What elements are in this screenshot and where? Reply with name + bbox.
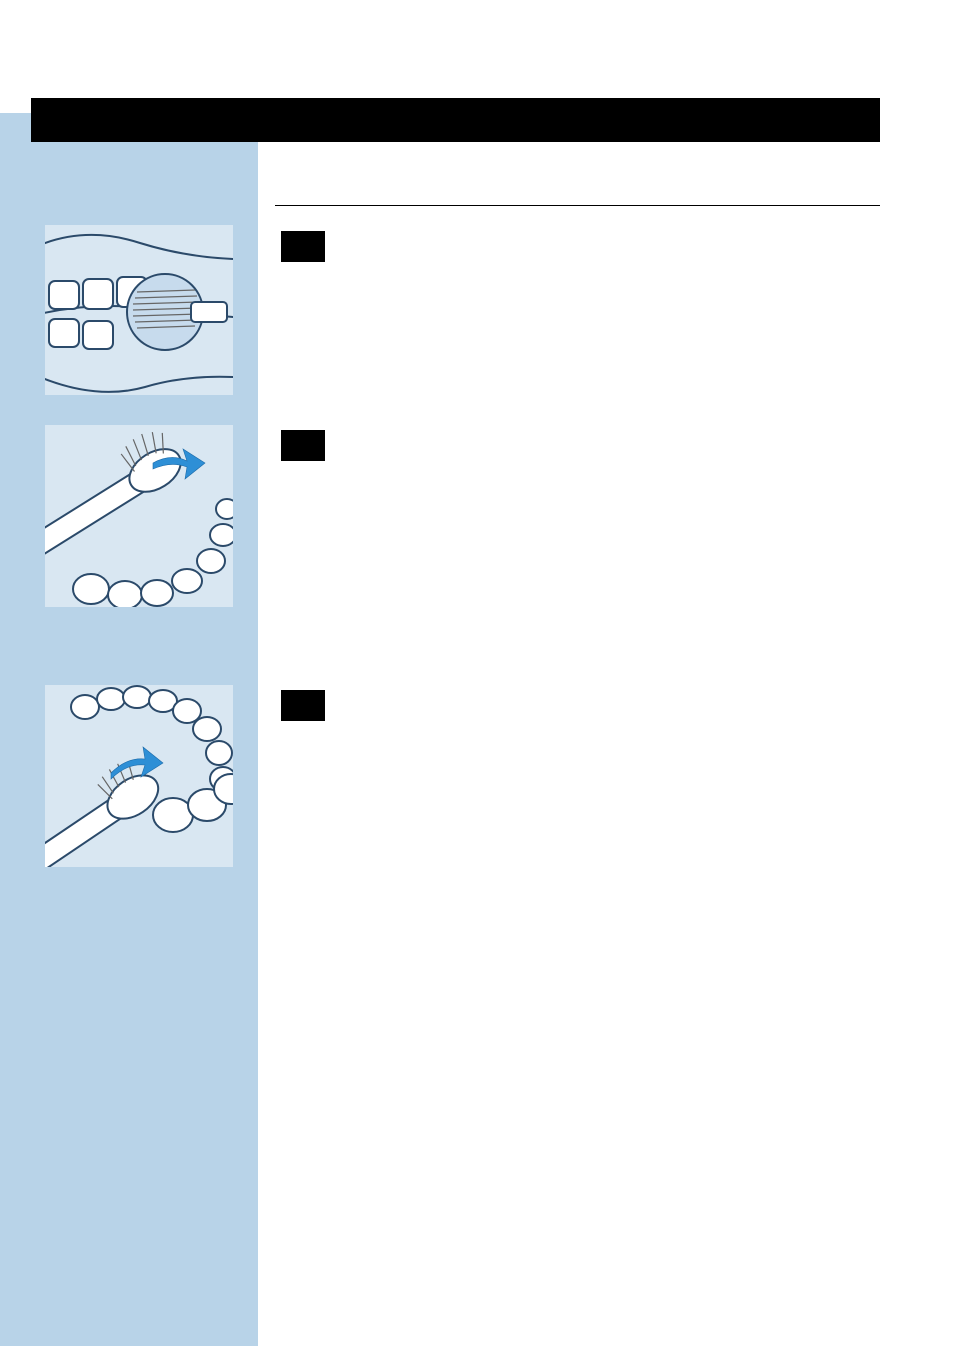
illustration-brush-lower-arch-outer — [45, 425, 233, 607]
illustration-brush-lower-arch-inner — [45, 685, 233, 867]
step-number-3 — [281, 690, 325, 721]
title-bar — [31, 98, 880, 142]
illustration-brush-front-teeth — [45, 225, 233, 395]
subtitle-text — [275, 160, 880, 194]
step-number-2 — [281, 430, 325, 461]
step-number-1 — [281, 231, 325, 262]
divider — [275, 205, 880, 206]
page — [0, 0, 954, 1346]
